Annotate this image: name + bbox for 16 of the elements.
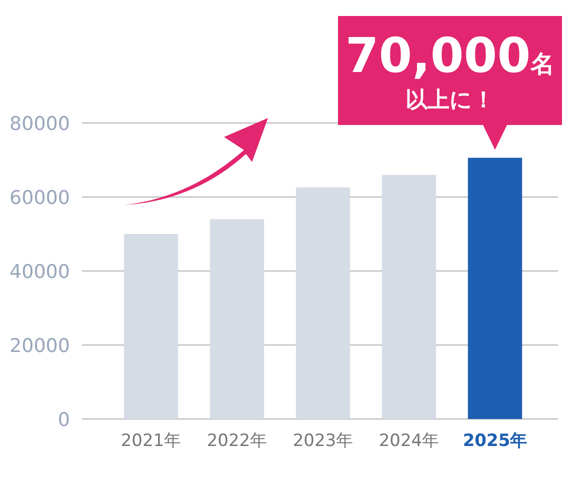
y-tick-label: 40000 bbox=[10, 261, 70, 283]
y-tick-label: 60000 bbox=[10, 187, 70, 209]
bar bbox=[468, 158, 522, 419]
x-tick-label: 2024年 bbox=[378, 431, 440, 451]
text: 70,000名以上に！ bbox=[345, 28, 555, 113]
x-tick-label: 2023年 bbox=[292, 431, 354, 451]
y-tick-label: 0 bbox=[58, 409, 70, 431]
x-tick-label: 2021年 bbox=[120, 431, 182, 451]
bar bbox=[210, 219, 264, 419]
y-tick-label: 20000 bbox=[10, 335, 70, 357]
bar bbox=[124, 234, 178, 419]
bar bbox=[296, 187, 350, 419]
y-tick-label: 80000 bbox=[10, 113, 70, 135]
x-tick-label: 2025年 bbox=[462, 431, 528, 451]
x-tick-label: 2022年 bbox=[206, 431, 268, 451]
bar bbox=[382, 174, 436, 419]
